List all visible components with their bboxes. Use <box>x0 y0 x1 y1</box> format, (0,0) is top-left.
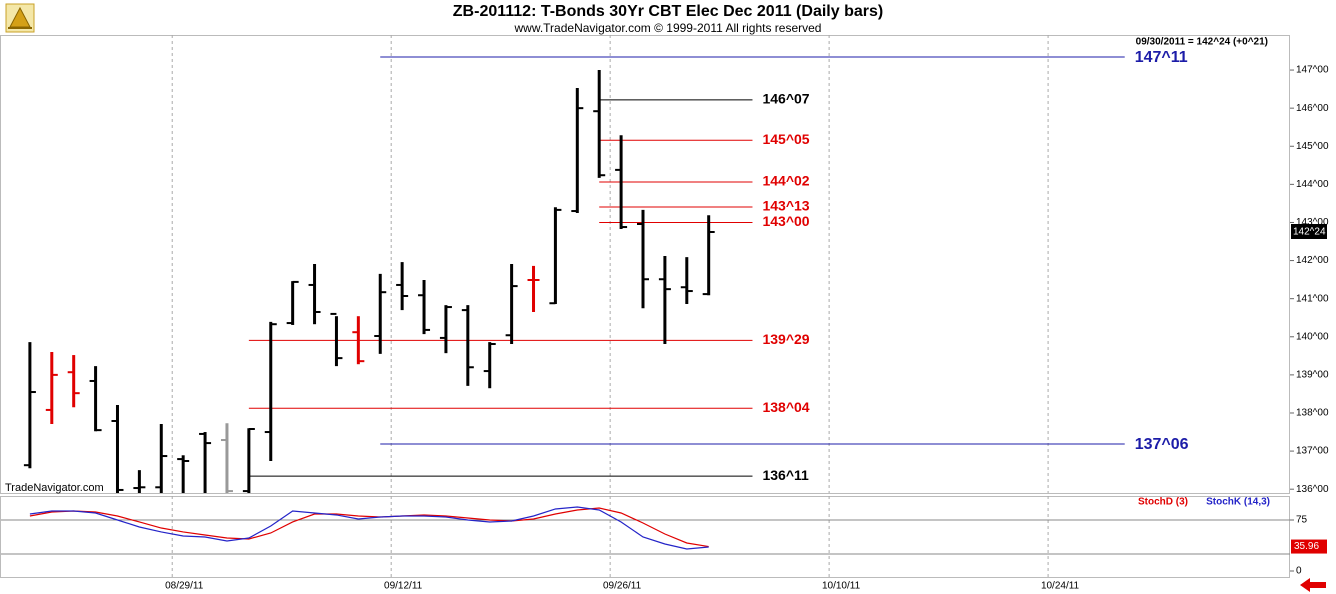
level-label: 136^11 <box>762 467 809 483</box>
x-tick-label: 09/26/11 <box>603 581 642 592</box>
y-tick-label: 144^00 <box>1296 179 1329 190</box>
x-tick-label: 10/24/11 <box>1041 581 1080 592</box>
y-tick-label: 136^00 <box>1296 484 1329 495</box>
last-value-box <box>1291 539 1327 554</box>
stoch-lines <box>29 506 709 550</box>
stoch-line <box>29 506 709 550</box>
y-tick-label: 0 <box>1296 566 1302 577</box>
logo <box>5 3 35 33</box>
y-tick-label: 139^00 <box>1296 370 1329 381</box>
level-label: 146^07 <box>762 91 809 107</box>
y-tick-label: 142^00 <box>1296 255 1329 266</box>
level-label: 145^05 <box>762 131 809 147</box>
y-tick-label: 137^00 <box>1296 446 1329 457</box>
x-tick-label: 10/10/11 <box>822 581 861 592</box>
last-price-label: 142^24 <box>1293 227 1326 238</box>
level-label: 138^04 <box>762 399 809 415</box>
y-tick-label: 138^00 <box>1296 408 1329 419</box>
y-tick-label: 146^00 <box>1296 103 1329 114</box>
level-label: 139^29 <box>762 331 809 347</box>
y-tick-label: 140^00 <box>1296 331 1329 342</box>
level-label: 143^13 <box>762 198 809 214</box>
level-label: 144^02 <box>762 173 809 189</box>
stoch-panel <box>0 496 1290 578</box>
level-label: 147^11 <box>1135 49 1188 66</box>
levels <box>248 56 1125 477</box>
last-price-box <box>1291 223 1327 239</box>
scroll-arrow[interactable] <box>1300 578 1326 592</box>
legend-entry: StochD (3) <box>1138 497 1188 508</box>
legend-entry: StochK (14,3) <box>1206 497 1270 508</box>
level-label: 143^00 <box>762 213 809 229</box>
price-panel <box>0 35 1290 494</box>
x-tick-label: 08/29/11 <box>165 581 204 592</box>
bars <box>23 70 715 493</box>
y-tick-label: 75 <box>1296 515 1308 526</box>
watermark: TradeNavigator.com <box>5 482 104 494</box>
subtitle: www.TradeNavigator.com © 1999-2011 All r… <box>514 21 822 35</box>
y-tick-label: 147^00 <box>1296 65 1329 76</box>
y-tick-label: 141^00 <box>1296 293 1329 304</box>
title: ZB-201112: T-Bonds 30Yr CBT Elec Dec 201… <box>453 3 883 20</box>
y-tick-label: 145^00 <box>1296 141 1329 152</box>
stoch-line <box>29 507 709 548</box>
last-value-label: 35.96 <box>1294 541 1319 552</box>
level-label: 137^06 <box>1135 436 1189 453</box>
x-tick-label: 09/12/11 <box>384 581 423 592</box>
y-tick-label: 143^00 <box>1296 217 1329 228</box>
info-text: 09/30/2011 = 142^24 (+0^21) <box>1136 37 1268 48</box>
